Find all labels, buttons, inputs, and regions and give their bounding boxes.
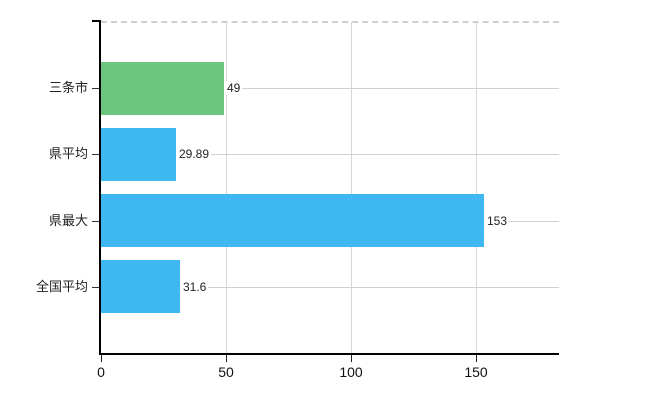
x-axis-tick bbox=[351, 355, 352, 362]
y-axis-line bbox=[99, 20, 101, 355]
bar-value-label: 49 bbox=[224, 81, 243, 95]
category-label: 全国平均 bbox=[35, 279, 88, 294]
x-axis-tick bbox=[226, 355, 227, 362]
bar-value-label: 153 bbox=[484, 214, 510, 228]
bar-1 bbox=[101, 62, 224, 115]
vertical-gridline bbox=[226, 22, 227, 353]
bar-4 bbox=[101, 260, 180, 313]
x-axis-tick bbox=[101, 355, 102, 362]
category-label: 三条市 bbox=[48, 80, 88, 95]
bar-value-label: 31.6 bbox=[180, 280, 209, 294]
y-axis-top-tick bbox=[92, 20, 100, 22]
category-label: 県平均 bbox=[48, 146, 88, 161]
y-axis-tick bbox=[92, 88, 99, 89]
y-axis-tick bbox=[92, 154, 99, 155]
y-axis-tick bbox=[92, 287, 99, 288]
x-axis-tick-label: 0 bbox=[97, 364, 105, 380]
plot-top-dashed-border bbox=[101, 21, 559, 23]
category-label: 県最大 bbox=[48, 213, 88, 228]
vertical-gridline bbox=[476, 22, 477, 353]
bar-3 bbox=[101, 194, 484, 247]
horizontal-gridline bbox=[101, 88, 559, 89]
y-axis-tick bbox=[92, 221, 99, 222]
x-axis-tick-label: 50 bbox=[218, 364, 234, 380]
x-axis-tick bbox=[476, 355, 477, 362]
bar-value-label: 29.89 bbox=[176, 147, 212, 161]
x-axis-line bbox=[99, 353, 559, 355]
x-axis-tick-label: 100 bbox=[339, 364, 363, 380]
horizontal-gridline bbox=[101, 154, 559, 155]
vertical-gridline bbox=[351, 22, 352, 353]
horizontal-gridline bbox=[101, 287, 559, 288]
bar-2 bbox=[101, 128, 176, 181]
x-axis-tick-label: 150 bbox=[464, 364, 488, 380]
